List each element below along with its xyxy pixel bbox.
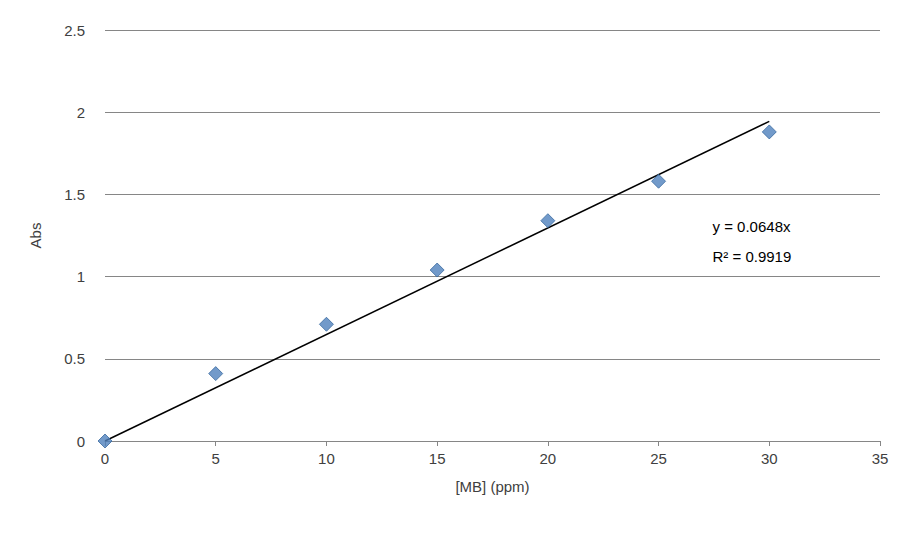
svg-text:0: 0 xyxy=(77,433,85,450)
svg-text:1: 1 xyxy=(77,268,85,285)
svg-text:[MB] (ppm): [MB] (ppm) xyxy=(455,478,529,495)
svg-text:35: 35 xyxy=(872,450,889,467)
svg-text:2: 2 xyxy=(77,104,85,121)
svg-text:25: 25 xyxy=(650,450,667,467)
svg-text:0.5: 0.5 xyxy=(64,350,85,367)
svg-text:15: 15 xyxy=(429,450,446,467)
svg-text:20: 20 xyxy=(540,450,557,467)
svg-text:10: 10 xyxy=(318,450,335,467)
svg-text:0: 0 xyxy=(101,450,109,467)
svg-text:Abs: Abs xyxy=(27,223,44,249)
svg-text:30: 30 xyxy=(761,450,778,467)
svg-text:1.5: 1.5 xyxy=(64,186,85,203)
svg-text:2.5: 2.5 xyxy=(64,22,85,39)
svg-text:y = 0.0648x: y = 0.0648x xyxy=(713,218,791,235)
svg-text:5: 5 xyxy=(212,450,220,467)
svg-text:R² = 0.9919: R² = 0.9919 xyxy=(713,248,792,265)
